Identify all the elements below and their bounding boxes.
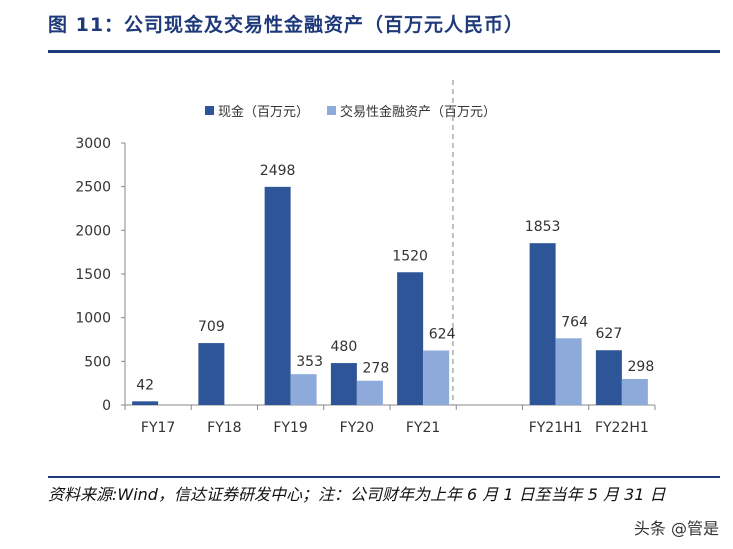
x-tick-label: FY18 [207, 420, 241, 436]
x-tick-label: FY20 [340, 420, 374, 436]
x-tick-label: FY19 [273, 420, 307, 436]
y-tick-label: 2000 [75, 223, 111, 239]
data-label-cash: 1520 [392, 248, 428, 264]
legend-label-cash: 现金（百万元） [218, 105, 310, 120]
legend-swatch-cash [205, 106, 214, 115]
data-label-financial-assets: 278 [363, 361, 390, 377]
bar-cash [198, 343, 225, 405]
y-tick-label: 1500 [75, 267, 111, 283]
bar-chart: 0 500 1000 1500 2000 2500 3000 FY17 FY18 FY19 FY20… [75, 80, 656, 436]
bar-financial-assets [555, 338, 582, 405]
data-label-cash: 42 [136, 377, 154, 393]
y-tick-label: 500 [84, 354, 111, 370]
bar-financial-assets [356, 380, 383, 405]
y-tick-label: 1000 [75, 311, 111, 327]
legend-label-financial-assets: 交易性金融资产（百万元） [340, 105, 497, 120]
data-label-financial-assets: 764 [561, 314, 588, 330]
bar-financial-assets [423, 350, 450, 405]
figure-title: 图 11：公司现金及交易性金融资产（百万元人民币） [48, 14, 525, 36]
source-note: 资料来源:Wind，信达证券研发中心；注：公司财年为上年 6 月 1 日至当年 … [48, 485, 666, 504]
bar-financial-assets [290, 374, 317, 405]
data-label-cash: 709 [198, 319, 225, 335]
data-label-cash: 1853 [525, 219, 561, 235]
data-label-cash: 480 [331, 339, 358, 355]
bar-cash [330, 363, 357, 405]
x-tick-label: FY21H1 [529, 420, 583, 436]
data-label-cash: 2498 [260, 163, 296, 179]
watermark: 头条 @管是 [633, 519, 719, 538]
chart-legend: 现金（百万元） 交易性金融资产（百万元） [205, 101, 496, 120]
y-tick-label: 2500 [75, 180, 111, 196]
legend-swatch-financial-assets [327, 106, 337, 115]
x-tick-label: FY17 [141, 420, 175, 436]
data-label-financial-assets: 353 [296, 354, 323, 370]
data-label-financial-assets: 298 [628, 359, 655, 375]
bottom-rule [48, 476, 720, 478]
x-tick-label: FY22H1 [595, 420, 649, 436]
data-label-cash: 627 [596, 326, 623, 342]
bar-cash [595, 350, 622, 405]
data-label-financial-assets: 624 [429, 327, 456, 343]
y-tick-label: 0 [102, 398, 111, 414]
title-rule [48, 50, 720, 53]
x-tick-label: FY21 [406, 420, 440, 436]
bar-cash [132, 401, 159, 405]
bar-financial-assets [621, 378, 648, 405]
bar-cash [397, 272, 424, 405]
legend-item-financial-assets: 交易性金融资产（百万元） [327, 101, 496, 120]
legend-item-cash: 现金（百万元） [205, 101, 309, 120]
y-tick-label: 3000 [75, 136, 111, 152]
bar-cash [264, 186, 291, 405]
bar-cash [529, 243, 556, 405]
